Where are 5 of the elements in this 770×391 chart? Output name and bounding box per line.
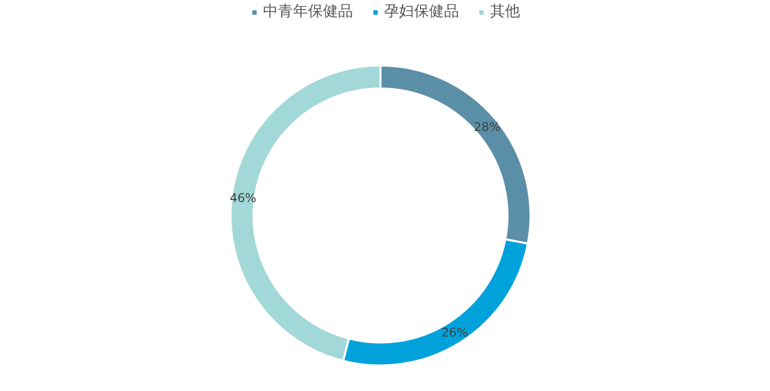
data-label: 28% <box>474 120 501 134</box>
legend-label: 孕妇保健品 <box>384 2 459 21</box>
data-label: 26% <box>441 325 468 340</box>
legend-label: 其他 <box>490 2 520 21</box>
legend-label: 中青年保健品 <box>263 2 353 21</box>
